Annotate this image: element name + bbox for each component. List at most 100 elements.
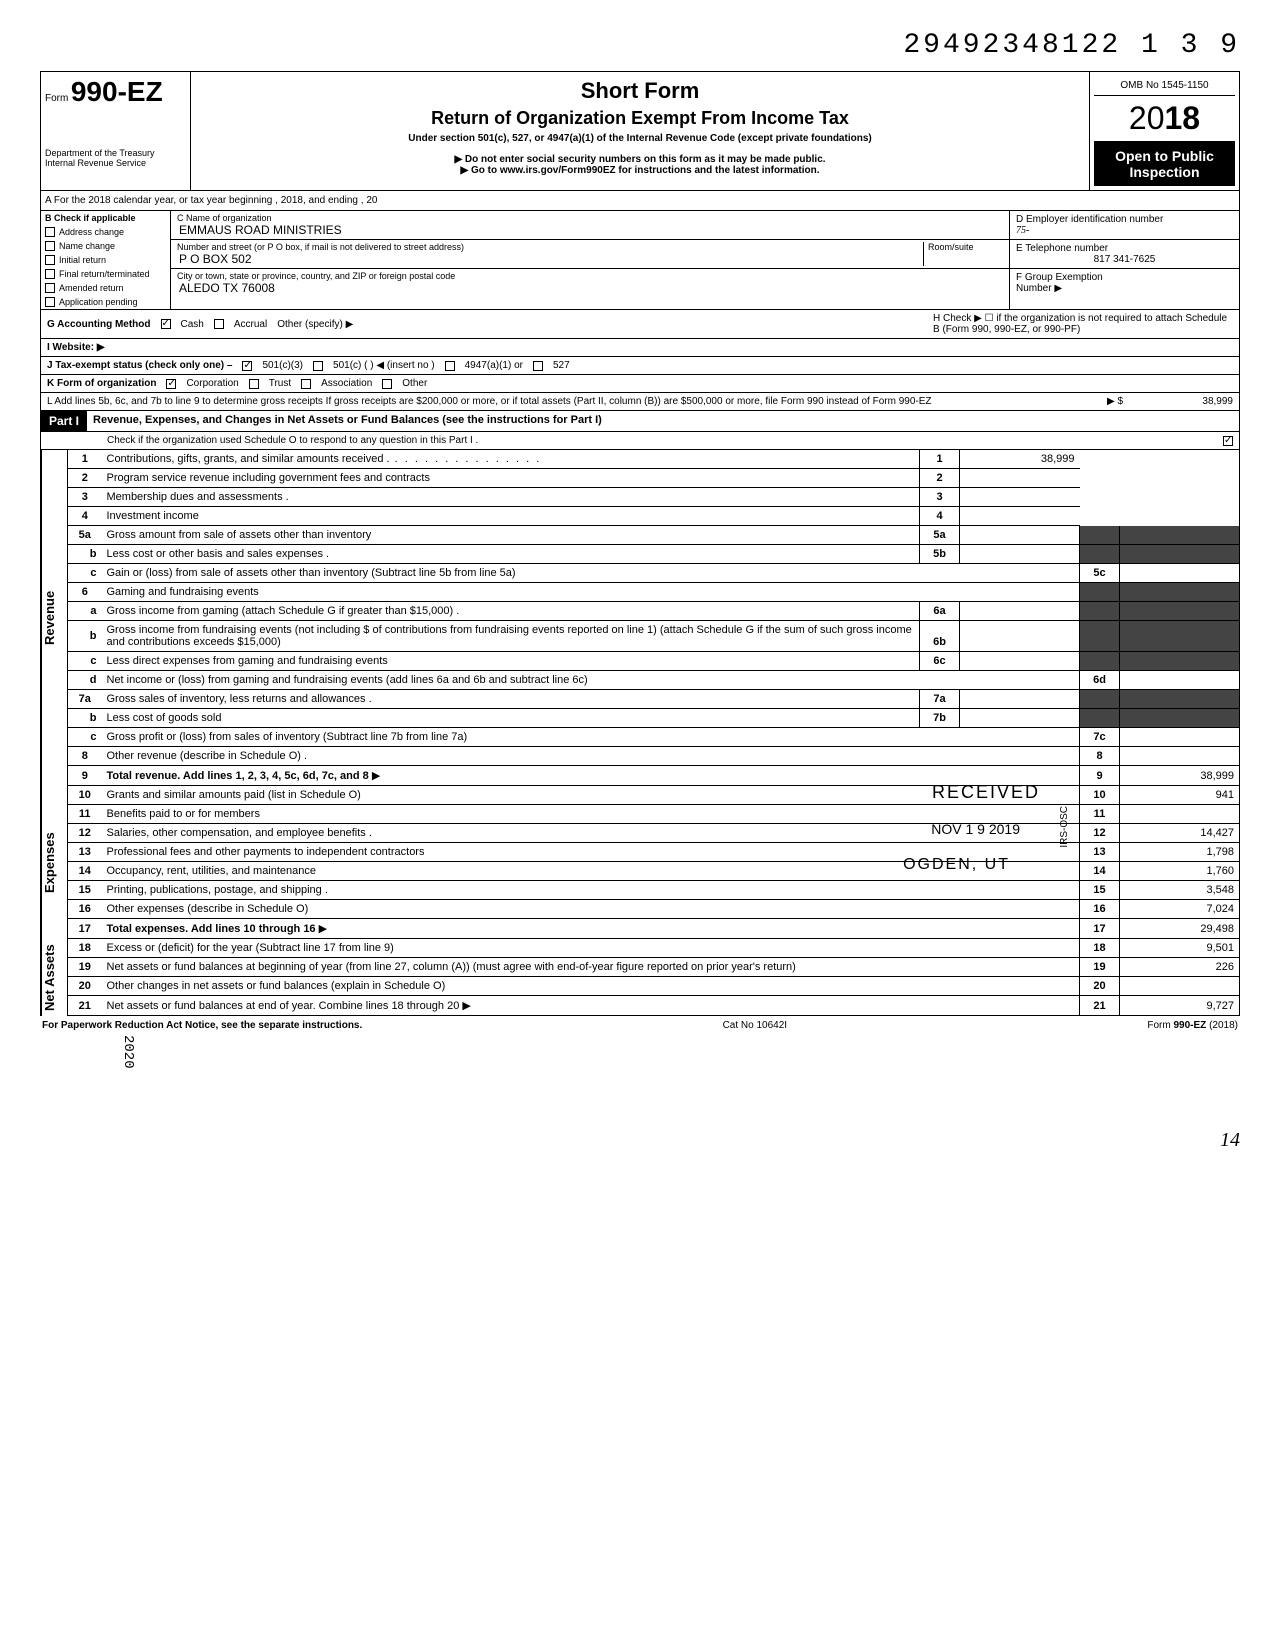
c-street-label: Number and street (or P O box, if mail i… (177, 242, 923, 252)
nc-1: 1 (920, 450, 960, 469)
lbl-final-return: Final return/terminated (59, 269, 150, 279)
nc-8: 8 (1080, 747, 1120, 766)
cb-accrual[interactable] (214, 319, 224, 329)
note-website: ▶ Go to www.irs.gov/Form990EZ for instru… (197, 165, 1083, 176)
desc-2: Program service revenue including govern… (102, 469, 920, 488)
cb-schedule-o[interactable] (1223, 436, 1233, 446)
row-a-tax-year: A For the 2018 calendar year, or tax yea… (40, 191, 1240, 211)
open-public-2: Inspection (1096, 164, 1233, 180)
cb-501c3[interactable] (242, 361, 252, 371)
footer: For Paperwork Reduction Act Notice, see … (40, 1016, 1240, 1035)
cb-address-change[interactable] (45, 227, 55, 237)
cb-527[interactable] (533, 361, 543, 371)
val-1: 38,999 (960, 450, 1080, 469)
irs-label: Internal Revenue Service (45, 158, 186, 168)
subtitle: Return of Organization Exempt From Incom… (197, 108, 1083, 129)
ln-21: 21 (68, 996, 102, 1016)
ln-19: 19 (68, 958, 102, 977)
ln-9: 9 (68, 766, 102, 786)
cb-amended[interactable] (45, 283, 55, 293)
val-11 (1120, 805, 1240, 824)
ln-6b: b (68, 621, 102, 652)
val-6c (1120, 652, 1240, 671)
open-public-1: Open to Public (1096, 148, 1233, 164)
part1-label: Part I (41, 411, 87, 431)
lbl-app-pending: Application pending (59, 297, 138, 307)
desc-6a: Gross income from gaming (attach Schedul… (102, 602, 920, 621)
cb-initial-return[interactable] (45, 255, 55, 265)
mv-6b (960, 621, 1080, 652)
desc-6: Gaming and fundraising events (102, 583, 1080, 602)
footer-left: For Paperwork Reduction Act Notice, see … (42, 1020, 362, 1031)
lbl-other-method: Other (specify) ▶ (277, 319, 353, 330)
cb-name-change[interactable] (45, 241, 55, 251)
nc-18: 18 (1080, 939, 1120, 958)
val-10: 941 (1120, 786, 1240, 805)
cb-501c[interactable] (313, 361, 323, 371)
desc-19: Net assets or fund balances at beginning… (102, 958, 1080, 977)
val-2 (960, 469, 1080, 488)
desc-5b: Less cost or other basis and sales expen… (102, 545, 920, 564)
ln-16: 16 (68, 900, 102, 919)
nc-5b (1080, 545, 1120, 564)
val-9: 38,999 (1120, 766, 1240, 786)
val-16: 7,024 (1120, 900, 1240, 919)
nc-6 (1080, 583, 1120, 602)
lbl-4947: 4947(a)(1) or (465, 360, 523, 371)
desc-5c: Gain or (loss) from sale of assets other… (102, 564, 1080, 583)
stamp-ogden: OGDEN, UT (903, 856, 1010, 874)
g-label: G Accounting Method (47, 319, 151, 330)
desc-6c: Less direct expenses from gaming and fun… (102, 652, 920, 671)
ln-6a: a (68, 602, 102, 621)
nc-5a (1080, 526, 1120, 545)
nc-4: 4 (920, 507, 960, 526)
desc-7a: Gross sales of inventory, less returns a… (102, 690, 920, 709)
ln-7a: 7a (68, 690, 102, 709)
val-12: 14,427 (1120, 824, 1240, 843)
desc-15: Printing, publications, postage, and shi… (102, 881, 1080, 900)
nc-7c: 7c (1080, 728, 1120, 747)
form-header: Form 990-EZ Department of the Treasury I… (40, 71, 1240, 191)
nc-15: 15 (1080, 881, 1120, 900)
desc-3: Membership dues and assessments . (102, 488, 920, 507)
cb-cash[interactable] (161, 319, 171, 329)
ln-15: 15 (68, 881, 102, 900)
cb-final-return[interactable] (45, 269, 55, 279)
val-6 (1120, 583, 1240, 602)
cb-trust[interactable] (249, 379, 259, 389)
mc-7a: 7a (920, 690, 960, 709)
cb-4947[interactable] (445, 361, 455, 371)
cb-corp[interactable] (166, 379, 176, 389)
nc-7b (1080, 709, 1120, 728)
nc-12: 12 (1080, 824, 1120, 843)
mc-6c: 6c (920, 652, 960, 671)
mc-6a: 6a (920, 602, 960, 621)
val-18: 9,501 (1120, 939, 1240, 958)
d-ein-label: D Employer identification number (1016, 214, 1233, 225)
dept-treasury: Department of the Treasury (45, 148, 186, 158)
page-number: 14 (40, 1129, 1240, 1152)
e-phone-label: E Telephone number (1016, 243, 1233, 254)
desc-18: Excess or (deficit) for the year (Subtra… (102, 939, 1080, 958)
desc-6d: Net income or (loss) from gaming and fun… (102, 671, 1080, 690)
desc-21: Net assets or fund balances at end of ye… (102, 996, 1080, 1016)
lbl-corp: Corporation (186, 378, 238, 389)
cb-other-org[interactable] (382, 379, 392, 389)
ln-1: 1 (68, 450, 102, 469)
side-net-assets: Net Assets (41, 939, 67, 1016)
net-assets-section: Net Assets 18Excess or (deficit) for the… (40, 939, 1240, 1016)
lbl-assoc: Association (321, 378, 372, 389)
cb-app-pending[interactable] (45, 297, 55, 307)
nc-9: 9 (1080, 766, 1120, 786)
desc-17: Total expenses. Add lines 10 through 16 … (102, 919, 1080, 939)
cb-assoc[interactable] (301, 379, 311, 389)
mv-6c (960, 652, 1080, 671)
block-bcd: B Check if applicable Address change Nam… (40, 211, 1240, 310)
k-label: K Form of organization (47, 378, 156, 389)
nc-6c (1080, 652, 1120, 671)
ln-18: 18 (68, 939, 102, 958)
nc-16: 16 (1080, 900, 1120, 919)
val-19: 226 (1120, 958, 1240, 977)
mc-7b: 7b (920, 709, 960, 728)
desc-1: Contributions, gifts, grants, and simila… (102, 450, 920, 469)
